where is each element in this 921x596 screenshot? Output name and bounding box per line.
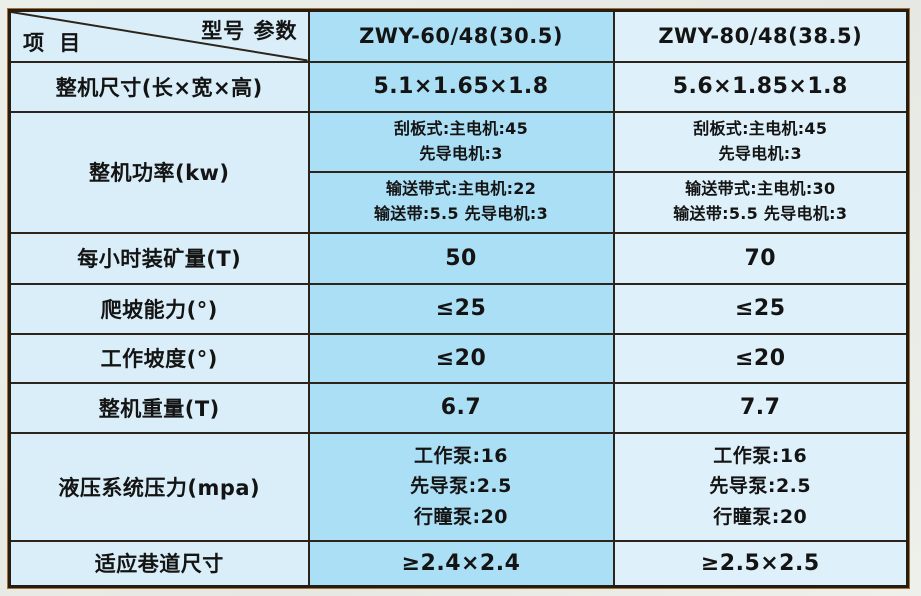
hydraulic-model1-line1: 工作泵:16 (413, 444, 509, 467)
size-value-model1: 5.1×1.65×1.8 (307, 60, 615, 113)
table-row-power-scraper: 整机功率(kw) 刮板式:主电机:45 先导电机:3 刮板式:主电机:45 先导… (8, 110, 909, 234)
spec-table: 型号 参数 项 目 ZWY-60/48(30.5) ZWY-80/48(38.5… (7, 8, 910, 589)
slope-value-model1: ≤20 (307, 332, 615, 384)
power-belt-model2-line2: 输送带:5.5 先导电机:3 (673, 204, 848, 223)
corner-header-models-label: 型号 参数 (201, 19, 298, 43)
table-row-capacity: 每小时装矿量(T) 50 70 (8, 231, 909, 285)
power-belt-model1-line2: 输送带:5.5 先导电机:3 (373, 204, 549, 223)
corner-header-items-label: 项 目 (23, 30, 85, 55)
power-scraper-model1-line1: 刮板式:主电机:45 (393, 118, 529, 138)
row-label-climb: 爬坡能力(°) (8, 282, 310, 335)
hydraulic-model2-line3: 行瞳泵:20 (713, 505, 808, 528)
table-row-header: 型号 参数 项 目 ZWY-60/48(30.5) ZWY-80/48(38.5… (8, 9, 909, 63)
row-label-hydraulic: 液压系统压力(mpa) (8, 431, 310, 542)
table-row-climb: 爬坡能力(°) ≤25 ≤25 (8, 282, 909, 335)
roadway-value-model2: ≥2.5×2.5 (612, 539, 909, 588)
column-header-model-2: ZWY-80/48(38.5) (612, 9, 909, 63)
hydraulic-model1-line2: 先导泵:2.5 (410, 475, 512, 498)
size-value-model2: 5.6×1.85×1.8 (612, 60, 909, 113)
hydraulic-value-model1: 工作泵:16 先导泵:2.5 行瞳泵:20 (307, 431, 615, 542)
slope-value-model2: ≤20 (612, 332, 909, 384)
table-row-weight: 整机重量(T) 6.7 7.7 (8, 381, 909, 434)
power-scraper-model2: 刮板式:主电机:45 先导电机:3 (612, 110, 909, 173)
table-row-hydraulic: 液压系统压力(mpa) 工作泵:16 先导泵:2.5 行瞳泵:20 工作泵:16… (8, 431, 909, 542)
row-label-size: 整机尺寸(长×宽×高) (8, 60, 310, 113)
row-label-capacity: 每小时装矿量(T) (8, 231, 310, 285)
capacity-value-model1: 50 (307, 231, 615, 285)
table-row-slope: 工作坡度(°) ≤20 ≤20 (8, 332, 909, 384)
power-scraper-model2-line2: 先导电机:3 (718, 143, 802, 163)
power-scraper-model2-line1: 刮板式:主电机:45 (693, 118, 828, 138)
power-belt-model2-line1: 输送带式:主电机:30 (685, 179, 836, 199)
row-label-slope: 工作坡度(°) (8, 332, 310, 384)
power-scraper-model1: 刮板式:主电机:45 先导电机:3 (307, 110, 615, 173)
weight-value-model2: 7.7 (612, 381, 909, 434)
table-row-size: 整机尺寸(长×宽×高) 5.1×1.65×1.8 5.6×1.85×1.8 (8, 60, 909, 113)
climb-value-model2: ≤25 (612, 282, 909, 335)
capacity-value-model2: 70 (612, 231, 909, 285)
hydraulic-model2-line2: 先导泵:2.5 (709, 475, 812, 498)
climb-value-model1: ≤25 (307, 282, 615, 335)
table-row-roadway: 适应巷道尺寸 ≥2.4×2.4 ≥2.5×2.5 (8, 539, 909, 588)
weight-value-model1: 6.7 (307, 381, 615, 434)
power-scraper-model1-line2: 先导电机:3 (419, 143, 503, 163)
hydraulic-model2-line1: 工作泵:16 (713, 444, 808, 467)
corner-header-cell: 型号 参数 项 目 (8, 9, 310, 63)
roadway-value-model1: ≥2.4×2.4 (307, 539, 615, 588)
diagonal-divider-line (11, 12, 308, 61)
table-row-power-belt: 输送带式:主电机:22 输送带:5.5 先导电机:3 输送带式:主电机:30 输… (10, 170, 909, 234)
hydraulic-model1-line3: 行瞳泵:20 (413, 505, 509, 528)
row-label-roadway: 适应巷道尺寸 (8, 539, 310, 588)
hydraulic-value-model2: 工作泵:16 先导泵:2.5 行瞳泵:20 (612, 431, 909, 542)
row-label-weight: 整机重量(T) (8, 381, 310, 434)
power-belt-model1-line1: 输送带式:主电机:22 (385, 179, 537, 199)
power-belt-model1: 输送带式:主电机:22 输送带:5.5 先导电机:3 (307, 170, 615, 234)
power-belt-model2: 输送带式:主电机:30 输送带:5.5 先导电机:3 (612, 170, 909, 234)
row-label-power: 整机功率(kw) (8, 110, 310, 234)
column-header-model-1: ZWY-60/48(30.5) (307, 9, 615, 63)
